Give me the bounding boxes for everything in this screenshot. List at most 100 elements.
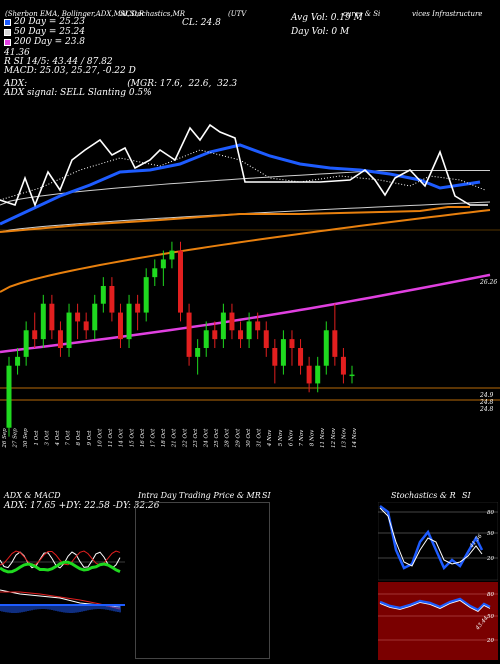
main-chart: 26.26 24.9 24.8 24.8 26 Sep 27 Sep 30 Sep 1 Oct…: [0, 123, 500, 449]
close-price-label: CL: 24.8: [182, 18, 221, 28]
x-axis-tick-label: 23 Oct: [193, 428, 199, 448]
candle-body: [289, 339, 295, 348]
candle-body: [57, 330, 63, 348]
candle-body: [238, 330, 244, 340]
candle-body: [263, 330, 269, 348]
candle-body: [323, 330, 329, 366]
x-axis-tick-label: 11 Nov: [320, 427, 326, 448]
x-axis-tick-label: 15 Oct: [129, 428, 135, 447]
ema50-upper-line: [0, 169, 491, 206]
x-axis-tick-label: 10 Oct: [97, 428, 103, 447]
candle-body: [152, 268, 158, 278]
x-axis-tick-label: 28 Oct: [225, 428, 231, 448]
candle-body: [117, 312, 123, 340]
candle-body: [40, 303, 46, 340]
ema200-swatch: [4, 38, 11, 46]
stoch-y-label: 80: [487, 510, 494, 516]
x-axis-tick-label: 11 Oct: [108, 428, 114, 447]
adx-subtitle: ADX: 17.65 +DY: 22.58 -DY: 32.26: [4, 501, 160, 511]
rsi-line: [379, 597, 491, 612]
x-axis-tick-label: 18 Oct: [161, 428, 167, 447]
x-axis-tick-label: 7 Nov: [299, 429, 305, 446]
stoch-d-line: [379, 507, 483, 567]
legend-rsi: R SI 14/5: 43.44 / 87.82: [4, 57, 113, 67]
candle-body: [272, 348, 278, 366]
candle-body: [212, 330, 218, 340]
candle-body: [340, 356, 346, 375]
legend-ema200: 200 Day = 23.8: [4, 37, 85, 47]
candle-body: [126, 303, 132, 340]
x-axis-tick-label: 22 Oct: [182, 428, 188, 448]
intraday-title-tail: SI: [262, 491, 271, 500]
candle-body: [49, 303, 55, 331]
candle-body: [83, 321, 89, 331]
x-axis-tick-label: 16 Oct: [140, 428, 146, 447]
x-axis-tick-label: 5 Nov: [278, 429, 284, 446]
candle-body: [203, 330, 209, 348]
candle-body: [255, 321, 261, 331]
adx-bg: [0, 512, 125, 660]
header-right-line: cures & Si: [343, 10, 381, 18]
x-axis-tick-label: 31 Oct: [257, 428, 263, 447]
x-axis-tick-label: 9 Oct: [87, 430, 93, 446]
ema200-line: [0, 273, 491, 354]
candle-body: [349, 374, 355, 377]
legend-ema20: 20 Day = 25.23: [4, 17, 85, 27]
adx-macd-panel: [0, 512, 125, 660]
x-axis-tick-label: 12 Nov: [331, 427, 337, 448]
candle-body: [109, 286, 115, 313]
x-axis-tick-label: 26 Sep: [2, 428, 8, 449]
intraday-title: Intra Day Trading Price & MR: [138, 491, 261, 500]
candle-body: [280, 339, 286, 366]
stochastics-title-tail: SI: [462, 491, 471, 500]
x-axis-tick-label: 30 Sep: [23, 428, 29, 448]
avg-volume-label: Avg Vol: 0.19 M: [291, 13, 363, 23]
stoch-y-label: 20: [486, 638, 494, 644]
legend-signal: ADX signal: SELL Slanting 0.5%: [4, 88, 152, 98]
stoch-y-label: 20: [486, 556, 494, 562]
candle-body: [66, 312, 72, 348]
x-axis-tick-label: 21 Oct: [172, 428, 178, 448]
ema20-text: 20 Day = 25.23: [14, 17, 86, 27]
candle-body: [306, 365, 312, 384]
candle-body: [169, 250, 175, 260]
x-axis-tick-label: 6 Nov: [288, 429, 294, 446]
x-axis-tick-label: 13 Nov: [341, 427, 347, 448]
y-axis-tick-label: 24.9: [479, 392, 494, 399]
candle-body: [15, 356, 21, 366]
ema20-line: [0, 143, 481, 226]
candle-body: [178, 250, 183, 313]
x-axis-tick-label: 25 Oct: [214, 428, 220, 448]
header-symbol: (UTV: [228, 10, 247, 18]
legend-adx: ADX: (MGR: 17.6, 22.6, 32.3: [4, 79, 238, 89]
x-axis-tick-label: 8 Nov: [310, 429, 316, 446]
intraday-frame: [135, 502, 270, 659]
x-axis-tick-label: 14 Oct: [119, 428, 125, 447]
candle-body: [143, 277, 149, 313]
orange-band-line: [0, 206, 470, 233]
y-axis-tick-label: 24.8: [479, 406, 494, 413]
x-axis-tick-label: 24 Oct: [204, 428, 210, 448]
ema200-text: 200 Day = 23.8: [14, 37, 86, 47]
x-axis-tick-label: 3 Oct: [44, 430, 50, 446]
candle-body: [195, 348, 201, 357]
stoch-y-label: 80: [487, 592, 494, 598]
candle-body: [298, 348, 304, 366]
x-axis-tick-label: 8 Oct: [76, 430, 82, 446]
stoch-k-line: [379, 505, 484, 571]
x-axis-tick-label: 14 Nov: [352, 427, 358, 448]
header-right-tail: vices Infrastructure: [412, 10, 483, 18]
x-axis-tick-label: 4 Oct: [55, 430, 61, 447]
candle-body: [160, 259, 166, 269]
y-axis-tick-label: 24.8: [479, 399, 494, 406]
x-axis-tick-label: 7 Oct: [66, 430, 72, 446]
candle-body: [186, 312, 192, 357]
candle-body: [23, 330, 29, 357]
adx-macd-svg: [0, 512, 125, 660]
header-left-line: (Sherbon EMA, Bollinger,ADX,MACD,R: [5, 10, 145, 18]
stoch-y-label: 50: [487, 531, 494, 537]
candle-body: [220, 312, 226, 340]
x-axis-tick-label: 27 Sep: [13, 428, 19, 449]
